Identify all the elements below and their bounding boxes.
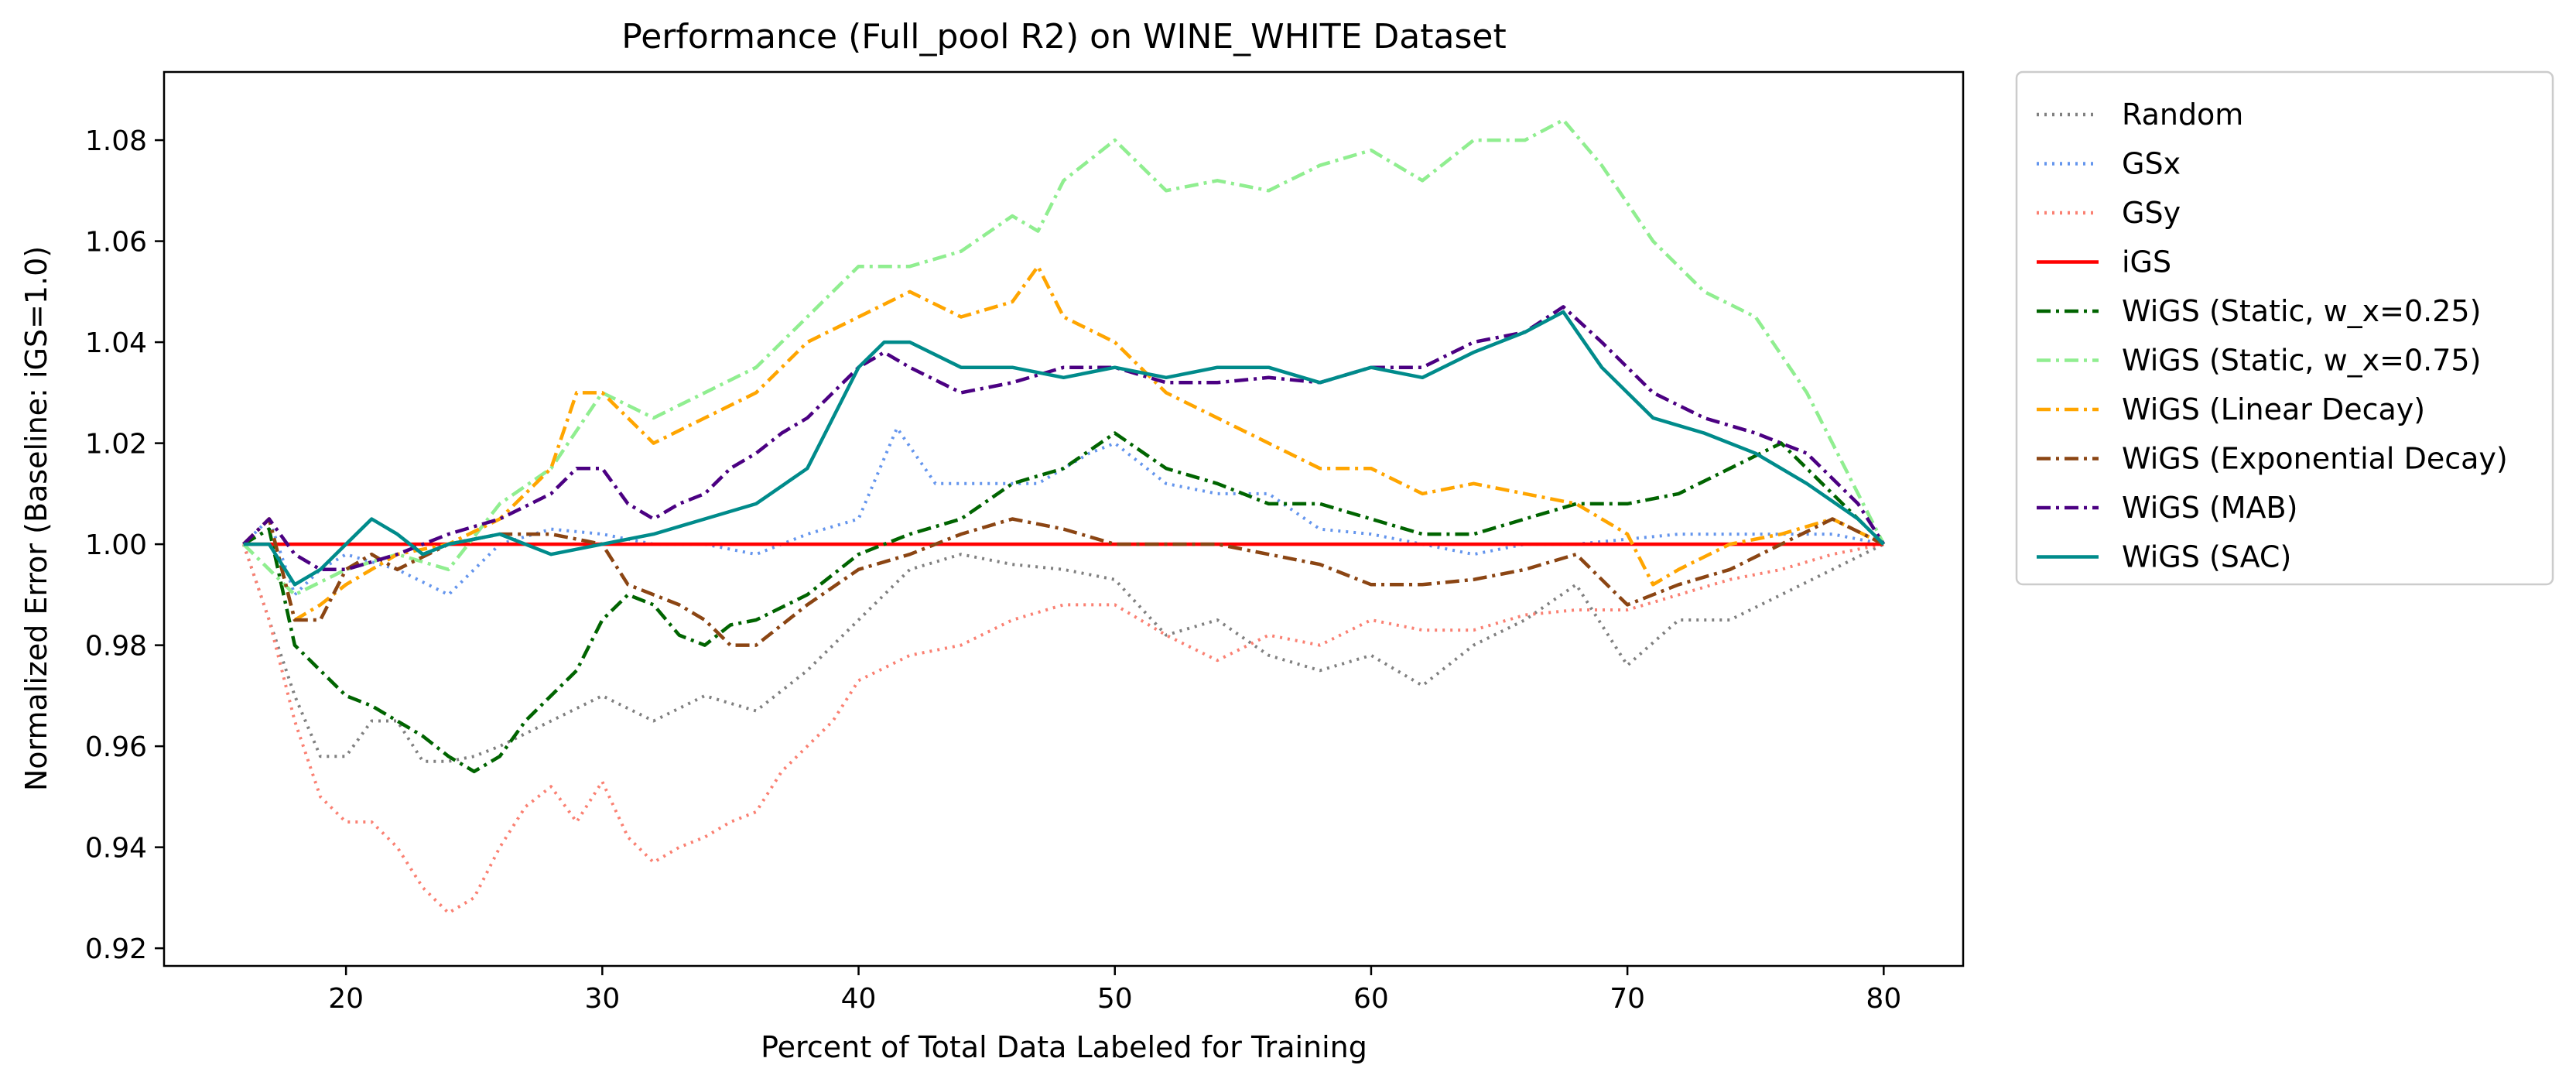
x-tick-label: 50 [1097, 983, 1133, 1015]
y-tick-label: 0.96 [85, 731, 147, 763]
legend-label: WiGS (Static, w_x=0.25) [2122, 294, 2481, 328]
x-tick-label: 60 [1353, 983, 1389, 1015]
x-axis: 20 30 40 50 60 70 80 [328, 966, 1901, 1015]
series-line-7 [242, 517, 1885, 647]
legend-label: WiGS (Static, w_x=0.75) [2122, 344, 2481, 378]
series-line-8 [242, 305, 1886, 572]
legend-frame [2015, 70, 2554, 586]
legend-label: WiGS (MAB) [2122, 491, 2297, 525]
y-tick-label: 1.06 [85, 227, 147, 259]
y-tick-label: 0.98 [85, 631, 147, 663]
y-tick-label: 1.00 [85, 529, 147, 561]
series-line-9 [243, 310, 1885, 587]
y-tick-label: 0.94 [85, 833, 147, 865]
series-line-4 [242, 431, 1885, 774]
y-tick-label: 1.02 [85, 429, 147, 461]
legend-label: GSx [2122, 147, 2181, 181]
y-tick-label: 1.04 [85, 327, 147, 359]
legend-label: WiGS (Exponential Decay) [2122, 442, 2508, 476]
y-axis: 0.92 0.94 0.96 0.98 1.00 1.02 1.04 1.06 1.08 [85, 125, 164, 965]
y-tick-label: 1.08 [85, 125, 147, 157]
series-line-6 [242, 264, 1885, 622]
legend-label: WiGS (Linear Decay) [2122, 392, 2425, 426]
x-tick-label: 80 [1866, 983, 1901, 1015]
plot-frame [162, 70, 1965, 967]
legend-label: iGS [2122, 245, 2171, 279]
series-line-2 [241, 543, 1884, 915]
series-line-0 [241, 543, 1885, 763]
legend-label: Random [2122, 98, 2243, 132]
y-tick-label: 0.92 [85, 933, 147, 965]
series-line-5 [242, 118, 1886, 597]
x-axis-label: Percent of Total Data Labeled for Traini… [761, 1030, 1367, 1064]
chart-title: Performance (Full_pool R2) on WINE_WHITE… [621, 17, 1506, 57]
legend-label: WiGS (SAC) [2122, 540, 2291, 574]
x-tick-label: 30 [584, 983, 620, 1015]
y-axis-label: Normalized Error (Baseline: iGS=1.0) [19, 246, 53, 791]
x-tick-label: 40 [841, 983, 877, 1015]
series-lines [241, 118, 1886, 915]
x-tick-label: 70 [1610, 983, 1645, 1015]
x-tick-label: 20 [328, 983, 364, 1015]
legend: Random GSx GSy iGS WiGS (Static, w_x=0.25) Wi… [2015, 70, 2554, 586]
legend-label: GSy [2122, 196, 2181, 230]
